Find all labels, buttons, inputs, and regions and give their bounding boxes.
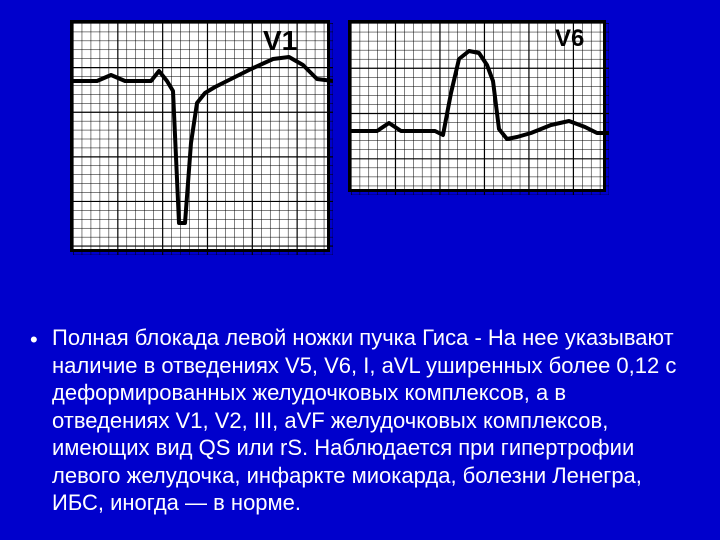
- ecg-trace: [73, 57, 333, 223]
- bullet-marker: •: [30, 326, 38, 354]
- ecg-panel: V6: [348, 20, 606, 192]
- ecg-panels-row: V1 V6: [70, 20, 606, 252]
- ecg-lead-label: V1: [263, 25, 297, 57]
- ecg-lead-label: V6: [555, 25, 584, 53]
- ecg-panel: V1: [70, 20, 330, 252]
- ecg-trace: [351, 51, 609, 139]
- bullet-paragraph: • Полная блокада левой ножки пучка Гиса …: [52, 324, 680, 517]
- bullet-content: Полная блокада левой ножки пучка Гиса - …: [52, 325, 676, 515]
- ecg-svg: [73, 23, 333, 255]
